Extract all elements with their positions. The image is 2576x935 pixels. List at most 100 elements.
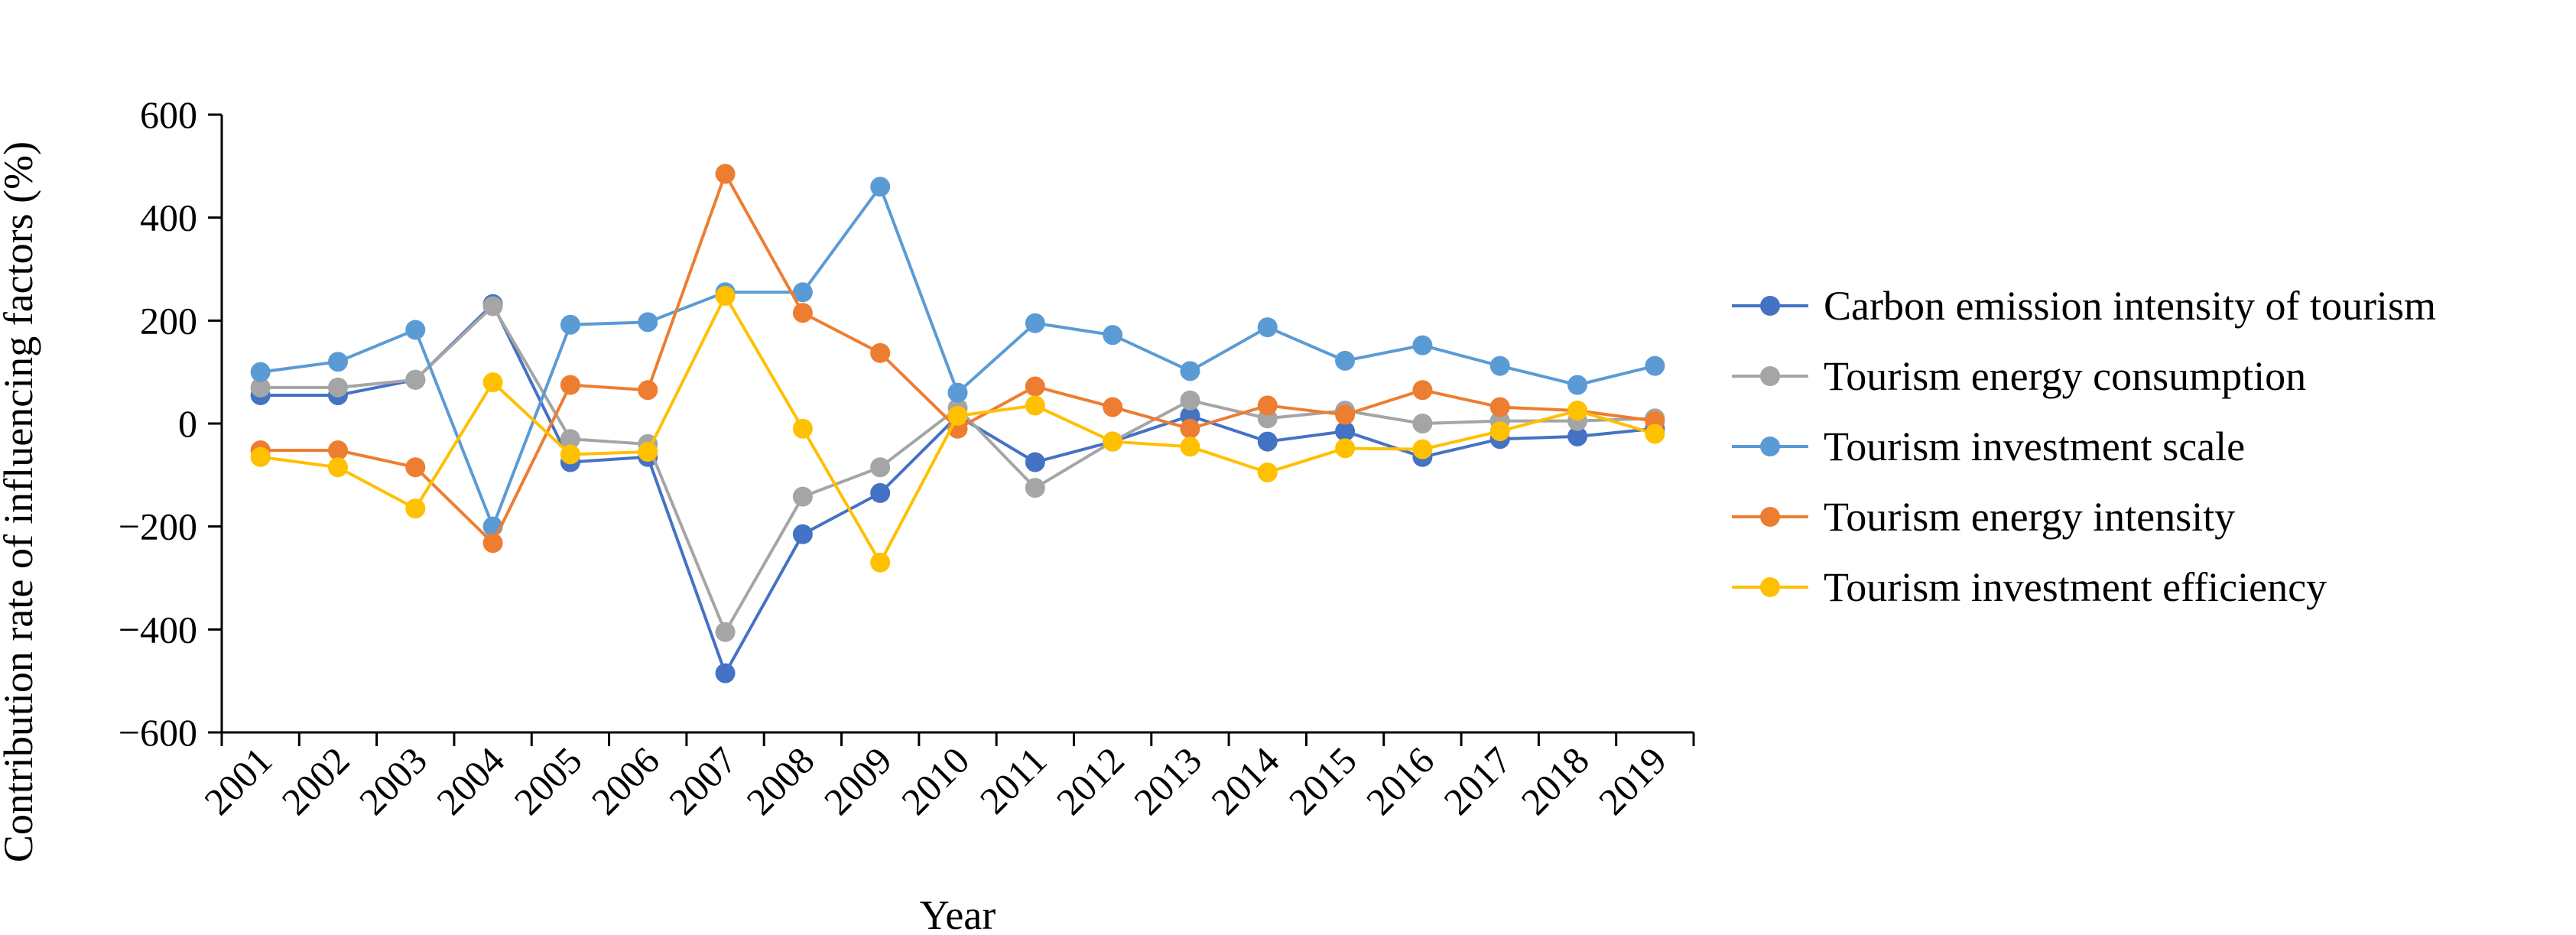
data-point <box>715 622 736 642</box>
data-point <box>870 552 891 573</box>
data-point <box>792 524 813 544</box>
legend-label: Carbon emission intensity of tourism <box>1824 283 2436 329</box>
data-point <box>1335 350 1356 371</box>
data-point <box>1335 421 1356 442</box>
data-point <box>1335 438 1356 459</box>
data-point <box>1180 418 1200 439</box>
data-point <box>1180 361 1200 381</box>
x-axis-ticks: 2001200220032004200520062007200820092010… <box>196 732 1695 823</box>
data-point <box>1567 426 1588 446</box>
x-tick-label: 2018 <box>1512 739 1597 823</box>
legend-marker <box>1760 577 1780 597</box>
x-tick-label: 2002 <box>273 739 357 823</box>
data-point <box>870 343 891 363</box>
data-point <box>1257 462 1278 482</box>
legend: Carbon emission intensity of tourism Tour… <box>1732 283 2436 610</box>
x-axis-title: Year <box>920 892 996 935</box>
y-tick-label: 0 <box>178 402 197 445</box>
data-point <box>1412 335 1433 355</box>
x-tick-label: 2003 <box>351 739 435 823</box>
data-point <box>560 314 580 335</box>
data-point <box>482 372 503 393</box>
y-axis-ticks: 600 400 200 0 −200 −400 −600 <box>119 93 222 754</box>
data-point <box>1489 397 1510 417</box>
x-tick-label: 2017 <box>1435 739 1519 823</box>
legend-label: Tourism investment scale <box>1824 424 2245 469</box>
x-tick-label: 2010 <box>893 739 977 823</box>
data-point <box>1257 431 1278 452</box>
legend-item: Tourism energy intensity <box>1732 494 2235 540</box>
data-point <box>1025 452 1045 472</box>
data-point <box>560 444 580 465</box>
legend-item: Tourism investment efficiency <box>1732 564 2327 610</box>
x-tick-label: 2011 <box>972 739 1055 822</box>
data-point <box>1025 313 1045 333</box>
y-tick-label: −400 <box>119 608 197 651</box>
series-3 <box>250 177 1665 537</box>
data-point <box>250 362 271 382</box>
data-point <box>250 446 271 467</box>
legend-marker <box>1760 507 1780 527</box>
data-point <box>947 382 968 403</box>
series-line <box>260 302 1655 675</box>
x-tick-label: 2004 <box>428 739 512 823</box>
data-point <box>1567 401 1588 421</box>
data-point <box>1025 376 1045 397</box>
series-5 <box>250 286 1665 573</box>
y-tick-label: −200 <box>119 505 197 548</box>
data-point <box>1180 390 1200 411</box>
data-point <box>947 405 968 426</box>
x-tick-label: 2009 <box>816 739 900 823</box>
legend-item: Tourism investment scale <box>1732 424 2245 469</box>
x-tick-label: 2006 <box>583 739 668 823</box>
y-tick-label: 400 <box>140 196 197 239</box>
data-point <box>560 429 580 450</box>
series-line <box>260 172 1655 545</box>
data-point <box>405 369 426 390</box>
series-group <box>250 164 1665 683</box>
legend-marker <box>1760 366 1780 386</box>
data-point <box>1412 439 1433 459</box>
data-point <box>405 498 426 519</box>
data-point <box>870 177 891 197</box>
y-tick-label: −600 <box>119 711 197 754</box>
x-tick-label: 2015 <box>1281 739 1365 823</box>
x-tick-label: 2007 <box>661 739 745 823</box>
data-point <box>715 286 736 307</box>
data-point <box>1103 397 1123 417</box>
data-point <box>1180 437 1200 457</box>
data-point <box>792 303 813 323</box>
series-4 <box>250 164 1665 554</box>
legend-marker <box>1760 296 1780 316</box>
data-point <box>327 352 348 372</box>
data-point <box>405 320 426 340</box>
data-point <box>792 418 813 439</box>
data-point <box>638 312 658 333</box>
data-point <box>870 482 891 503</box>
data-point <box>1645 424 1665 444</box>
data-point <box>792 282 813 303</box>
data-point <box>1412 414 1433 433</box>
data-point <box>1025 478 1045 498</box>
x-tick-label: 2014 <box>1203 739 1287 823</box>
data-point <box>1257 317 1278 338</box>
data-point <box>1412 380 1433 401</box>
data-point <box>1103 431 1123 452</box>
data-point <box>715 164 736 184</box>
x-tick-label: 2001 <box>196 739 280 823</box>
data-point <box>1489 421 1510 442</box>
data-point <box>638 442 658 463</box>
x-tick-label: 2013 <box>1126 739 1210 823</box>
legend-label: Tourism energy consumption <box>1824 353 2306 399</box>
x-tick-label: 2008 <box>738 739 822 823</box>
x-tick-label: 2016 <box>1358 739 1442 823</box>
data-point <box>405 457 426 478</box>
x-tick-label: 2012 <box>1048 739 1132 823</box>
data-point <box>715 663 736 683</box>
data-point <box>327 377 348 398</box>
y-tick-label: 600 <box>140 93 197 136</box>
data-point <box>482 533 503 554</box>
data-point <box>1257 395 1278 416</box>
